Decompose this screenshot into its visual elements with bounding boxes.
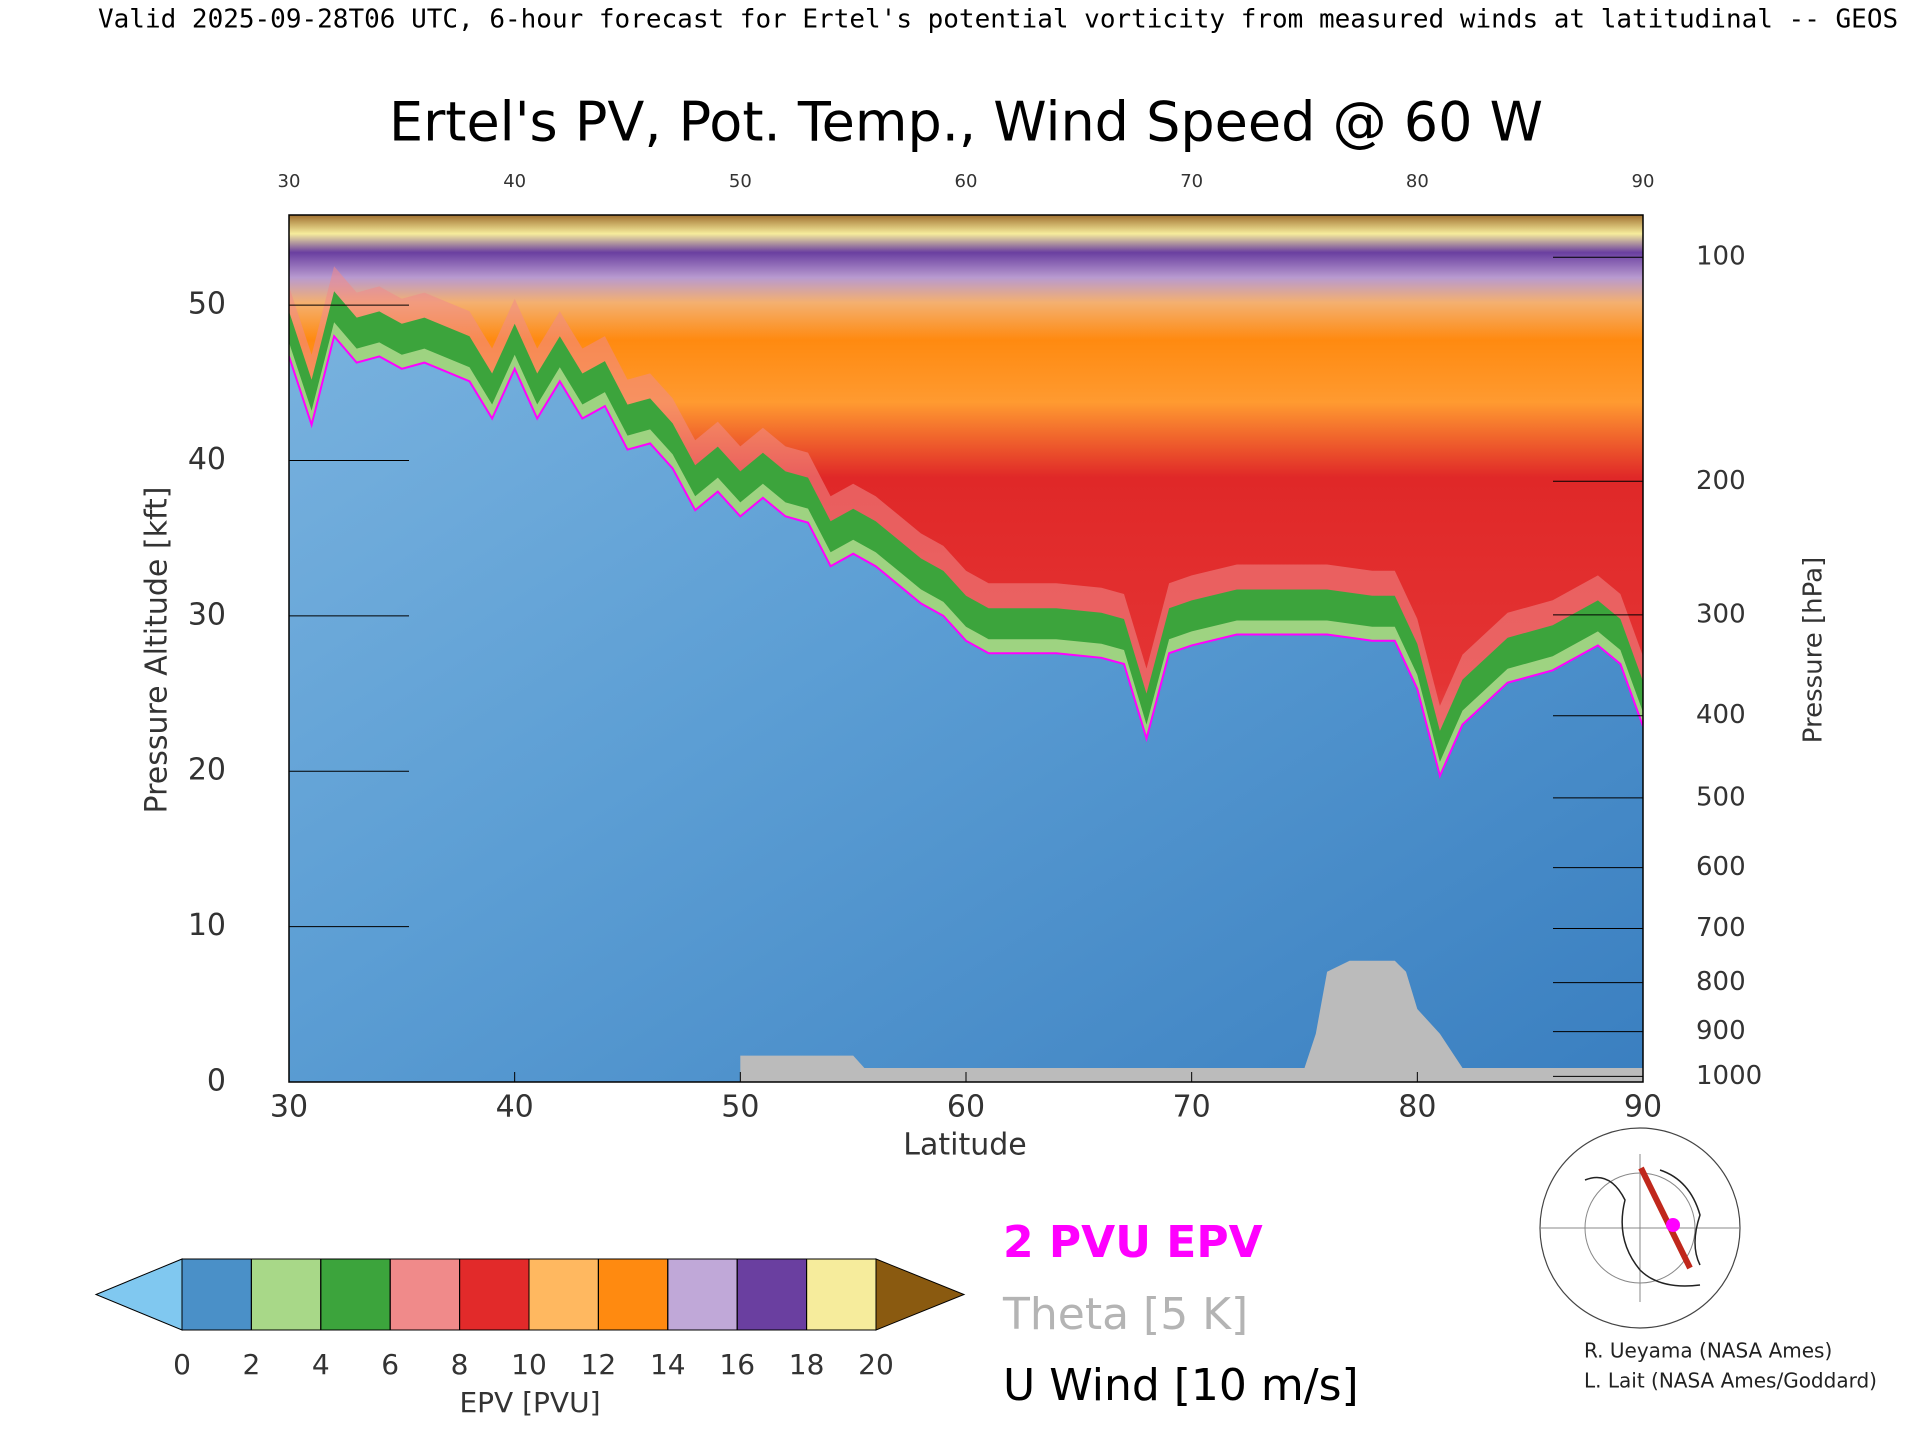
x-top-tick-label: 60 [955,171,978,192]
colorbar-under [94,1258,183,1331]
header: Valid 2025-09-28T06 UTC, 6-hour forecast… [98,5,1898,35]
map-coast [1584,1169,1701,1287]
x-tick-label: 30 [270,1090,308,1125]
y2-tick-label: 400 [1696,700,1746,730]
x-top-tick-label: 80 [1406,171,1429,192]
colorbar-segment [389,1258,461,1331]
high-pv-field [289,215,1643,776]
colorbar-segment [736,1258,808,1331]
credit: R. Ueyama (NASA Ames) [1584,1339,1832,1363]
y2-axis-label: Pressure [hPa] [1799,557,1829,744]
x-tick-label: 80 [1398,1090,1436,1125]
x-axis-label: Latitude [903,1128,1026,1163]
x-top-tick-label: 40 [503,171,526,192]
y2-tick-label: 200 [1696,466,1746,496]
colorbar-tick-label: 16 [719,1348,755,1381]
colorbar-segment [250,1258,322,1331]
pv-band [289,291,1643,776]
map-point [1666,1218,1680,1232]
x-tick-label: 60 [947,1090,985,1125]
y-tick-label: 40 [188,442,226,477]
y-tick-label: 30 [188,597,226,632]
colorbar-segment [528,1258,599,1331]
map-section-line [1638,1166,1693,1270]
colorbar-tick-label: 14 [650,1348,686,1381]
x-top-tick-label: 70 [1180,171,1203,192]
colorbar-segment [181,1258,252,1331]
x-top-tick-label: 50 [729,171,752,192]
x-top-tick-label: 90 [1632,171,1655,192]
y2-tick-label: 700 [1696,913,1746,943]
chart-title: Ertel's PV, Pot. Temp., Wind Speed @ 60 … [389,91,1543,154]
y2-tick-label: 800 [1696,967,1746,997]
pv-band [289,322,1643,776]
y-tick-label: 20 [188,753,226,788]
y2-tick-label: 900 [1696,1016,1746,1046]
colorbar-tick-label: 6 [381,1348,399,1381]
colorbar-segment [459,1258,530,1331]
credit: L. Lait (NASA Ames/Goddard) [1584,1369,1877,1393]
legend-entry: 2 PVU EPV [1003,1217,1263,1268]
y-axis-label: Pressure Altitude [kft] [140,487,175,814]
plot-area [289,215,1643,1082]
pv-2-line [289,334,1643,779]
y2-tick-label: 1000 [1696,1061,1762,1091]
colorbar-tick-label: 12 [581,1348,617,1381]
colorbar-segment [320,1258,391,1331]
y-tick-label: 50 [188,287,226,322]
colorbar-segment [806,1258,877,1331]
y2-tick-label: 600 [1696,852,1746,882]
terrain [740,960,1643,1082]
x-tick-label: 90 [1624,1090,1662,1125]
colorbar-label: EPV [PVU] [459,1386,600,1419]
colorbar-tick-label: 2 [242,1348,260,1381]
colorbar-over [875,1258,966,1331]
y2-tick-label: 500 [1696,782,1746,812]
x-tick-label: 40 [496,1090,534,1125]
legend-entry: U Wind [10 m/s] [1003,1360,1359,1411]
colorbar-tick-label: 18 [789,1348,825,1381]
x-top-tick-label: 30 [278,171,301,192]
x-tick-label: 50 [721,1090,759,1125]
colorbar-segment [597,1258,669,1331]
colorbar-segment [667,1258,738,1331]
colorbar-tick-label: 8 [451,1348,469,1381]
colorbar-tick-label: 20 [858,1348,894,1381]
y-tick-label: 10 [188,908,226,943]
pv-band [289,266,1643,776]
x-tick-label: 70 [1173,1090,1211,1125]
colorbar-tick-label: 10 [511,1348,547,1381]
locator-map [1539,1127,1741,1329]
y2-tick-label: 100 [1696,242,1746,272]
legend-entry: Theta [5 K] [1002,1289,1248,1340]
y-tick-label: 0 [207,1064,226,1099]
y2-tick-label: 300 [1696,599,1746,629]
colorbar-tick-label: 0 [173,1348,191,1381]
colorbar-tick-label: 4 [312,1348,330,1381]
